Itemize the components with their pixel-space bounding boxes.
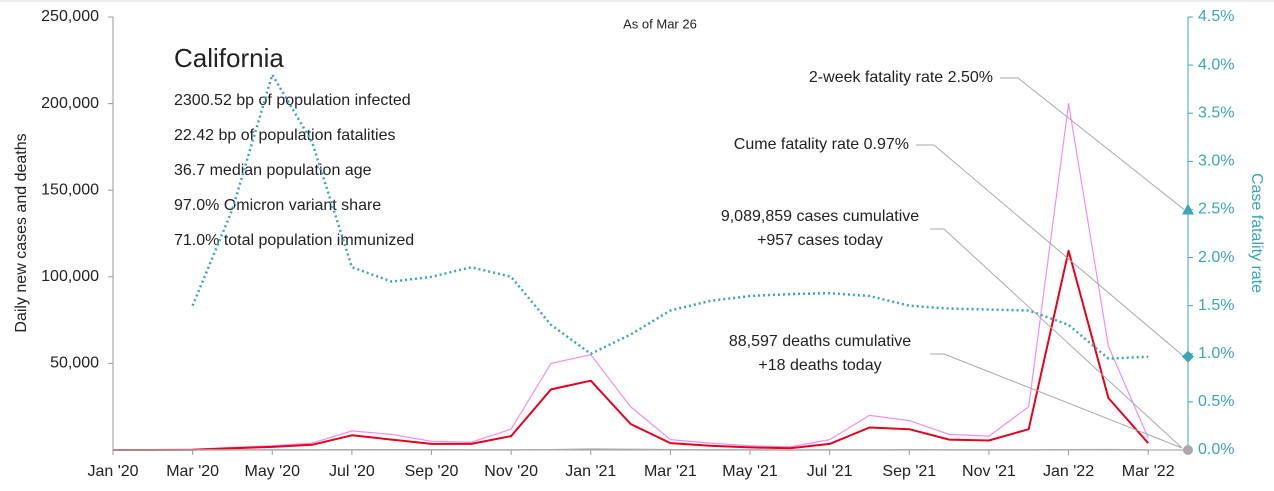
annotation: Cume fatality rate 0.97% xyxy=(734,136,909,153)
y2-tick-label: 1.0% xyxy=(1198,345,1234,362)
x-tick-label: Sep '20 xyxy=(405,463,459,480)
annotation: +957 cases today xyxy=(757,232,883,249)
x-tick-label: Jul '20 xyxy=(329,463,375,480)
x-tick-label: Jan '20 xyxy=(87,463,138,480)
leader-line xyxy=(943,228,1183,449)
x-tick-label: Sep '21 xyxy=(882,463,936,480)
x-tick-label: Mar '22 xyxy=(1122,463,1175,480)
series-line xyxy=(113,103,1149,451)
y2-tick-label: 4.5% xyxy=(1198,8,1234,25)
x-tick-label: Jan '21 xyxy=(565,463,616,480)
info-line: 2300.52 bp of population infected xyxy=(174,92,411,109)
y-tick-label: 100,000 xyxy=(41,268,99,285)
annotation: 2-week fatality rate 2.50% xyxy=(809,69,993,86)
end-dot xyxy=(1183,445,1193,455)
x-tick-label: May '21 xyxy=(722,463,778,480)
info-line: 71.0% total population immunized xyxy=(174,232,414,249)
y2-axis-label: Case fatality rate xyxy=(1248,173,1265,293)
info-line: 97.0% Omicron variant share xyxy=(174,197,381,214)
y-axis-label: Daily new cases and deaths xyxy=(13,133,30,332)
y2-tick-label: 0.5% xyxy=(1198,393,1234,410)
series-line xyxy=(191,73,1149,360)
y2-tick-label: 3.0% xyxy=(1198,153,1234,170)
y2-tick-label: 2.5% xyxy=(1198,201,1234,218)
leader-line xyxy=(943,353,1183,449)
info-line: 36.7 median population age xyxy=(174,162,372,179)
y-tick-label: 250,000 xyxy=(41,8,99,25)
x-tick-label: Jul '21 xyxy=(807,463,853,480)
annotation: 9,089,859 cases cumulative xyxy=(721,208,919,225)
y2-tick-label: 2.0% xyxy=(1198,249,1234,266)
x-tick-label: Nov '21 xyxy=(962,463,1016,480)
y2-tick-label: 0.0% xyxy=(1198,441,1234,458)
annotation: 88,597 deaths cumulative xyxy=(729,333,911,350)
series-line xyxy=(113,249,1149,451)
leader-line xyxy=(1017,77,1185,210)
x-tick-label: Nov '20 xyxy=(484,463,538,480)
annotation: +18 deaths today xyxy=(758,357,881,374)
series-line xyxy=(113,448,1149,451)
y2-tick-label: 3.5% xyxy=(1198,104,1234,121)
marker-diamond xyxy=(1182,350,1194,363)
y-tick-label: 200,000 xyxy=(41,95,99,112)
x-tick-label: Mar '21 xyxy=(644,463,697,480)
y2-tick-label: 4.0% xyxy=(1198,56,1234,73)
info-line: 22.42 bp of population fatalities xyxy=(174,127,396,144)
marker-triangle xyxy=(1182,203,1194,215)
leader-line xyxy=(933,144,1185,358)
x-tick-label: May '20 xyxy=(244,463,300,480)
chart-title: California xyxy=(174,43,284,73)
subtitle: As of Mar 26 xyxy=(623,16,697,31)
y2-tick-label: 1.5% xyxy=(1198,297,1234,314)
x-tick-label: Jan '22 xyxy=(1043,463,1094,480)
y-tick-label: 50,000 xyxy=(50,355,99,372)
y-tick-label: 150,000 xyxy=(41,181,99,198)
x-tick-label: Mar '20 xyxy=(166,463,219,480)
